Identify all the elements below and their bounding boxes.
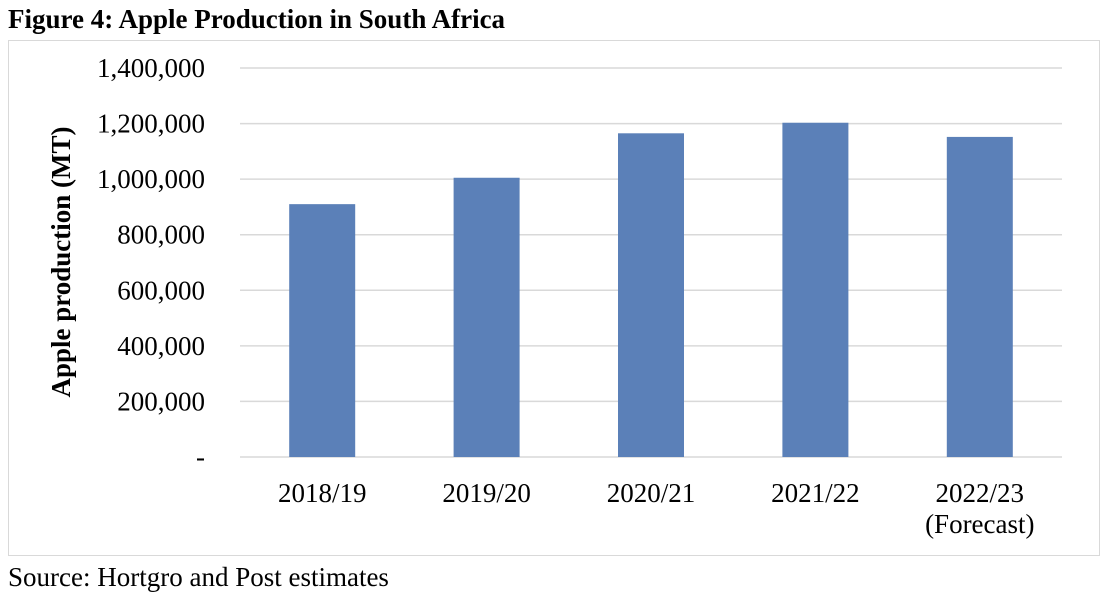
bars xyxy=(289,122,1013,457)
x-tick-labels: 2018/19 2019/20 2020/21 2021/22 2022/23(Fore… xyxy=(278,478,1035,539)
source-note: Source: Hortgro and Post estimates xyxy=(8,562,389,592)
y-tick-label: 1,000,000 xyxy=(97,164,205,194)
figure-title: Figure 4: Apple Production in South Afri… xyxy=(8,4,506,34)
y-tick-label: 200,000 xyxy=(117,386,205,416)
bar xyxy=(782,122,849,457)
x-tick-label: 2019/20 xyxy=(442,478,531,508)
y-tick-label: 800,000 xyxy=(117,220,205,250)
bar xyxy=(946,136,1013,457)
y-tick-label: 400,000 xyxy=(117,331,205,361)
x-tick-label: 2021/22 xyxy=(771,478,860,508)
bar xyxy=(453,177,520,457)
chart-frame xyxy=(8,40,1100,556)
bar xyxy=(289,204,356,457)
y-tick-label: 600,000 xyxy=(117,275,205,305)
x-tick-label: 2020/21 xyxy=(607,478,696,508)
y-tick-label: 1,200,000 xyxy=(97,109,205,139)
y-axis-label: Apple production (MT) xyxy=(46,126,76,397)
bar xyxy=(618,133,684,457)
x-tick-label: 2018/19 xyxy=(278,478,367,508)
y-tick-labels: - 200,000 400,000 600,000 800,000 1,000,000 1,… xyxy=(97,53,205,472)
y-tick-label: 1,400,000 xyxy=(97,53,205,83)
x-tick-label: 2022/23 xyxy=(936,478,1025,508)
x-tick-label: (Forecast) xyxy=(925,509,1034,539)
y-tick-label: - xyxy=(196,442,205,472)
